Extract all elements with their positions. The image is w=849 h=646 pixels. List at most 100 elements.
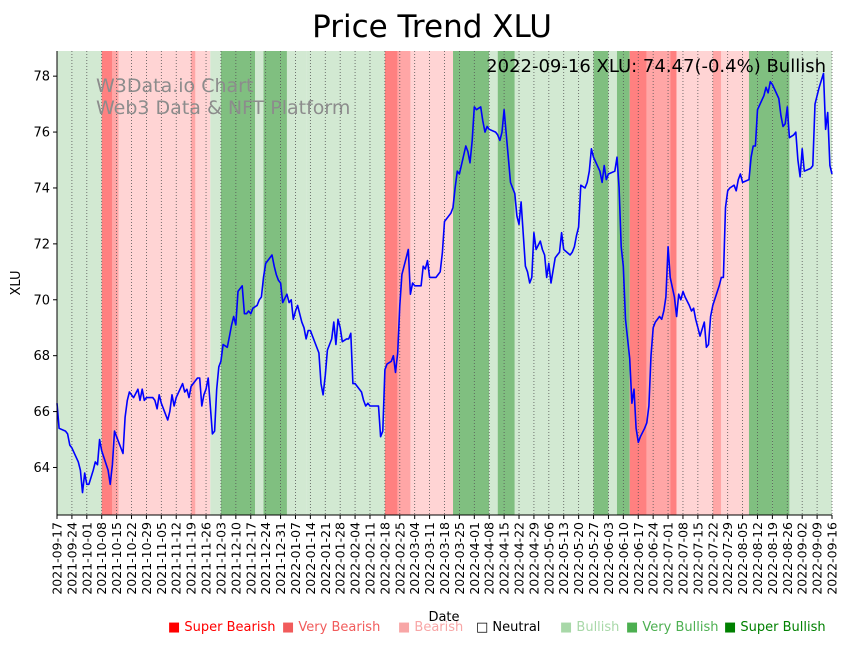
x-tick-label: 2021-11-26 xyxy=(199,522,214,595)
x-tick-label: 2022-07-29 xyxy=(720,522,735,595)
band-bullish xyxy=(210,51,221,515)
x-tick-label: 2021-10-29 xyxy=(139,522,154,595)
x-tick-label: 2022-02-18 xyxy=(377,522,392,595)
watermark-line-1: W3Data.io Chart xyxy=(96,75,253,97)
band-bullish xyxy=(489,51,498,515)
x-tick-label: 2022-06-17 xyxy=(631,522,646,595)
x-tick-label: 2022-03-11 xyxy=(422,522,437,595)
x-tick-label: 2021-10-08 xyxy=(94,522,109,595)
legend-item-super-bearish: ■ Super Bearish xyxy=(168,620,276,635)
price-annotation: 2022-09-16 XLU: 74.47(-0.4%) Bullish xyxy=(486,56,826,77)
chart-title: Price Trend XLU xyxy=(312,9,552,45)
band-very-bullish xyxy=(497,51,515,515)
x-tick-label: 2022-07-22 xyxy=(705,522,720,595)
band-very-bearish xyxy=(646,51,671,515)
band-very-bearish xyxy=(191,51,196,515)
legend-item-bullish: ■ Bullish xyxy=(560,620,620,635)
x-tick-label: 2022-09-16 xyxy=(825,522,840,595)
x-tick-label: 2021-10-01 xyxy=(79,522,94,595)
x-tick-label: 2022-01-28 xyxy=(333,522,348,595)
band-bearish xyxy=(195,51,211,515)
band-very-bearish xyxy=(712,51,722,515)
x-tick-label: 2022-06-10 xyxy=(616,522,631,595)
x-tick-label: 2021-09-24 xyxy=(64,522,79,595)
x-tick-label: 2022-02-04 xyxy=(348,522,363,595)
x-tick-label: 2022-01-07 xyxy=(288,522,303,595)
x-tick-label: 2021-12-31 xyxy=(273,522,288,595)
band-bullish xyxy=(286,51,307,515)
band-super-bearish xyxy=(101,51,113,515)
legend-item-super-bullish: ■ Super Bullish xyxy=(724,620,826,635)
x-tick-label: 2022-02-25 xyxy=(392,522,407,595)
band-very-bearish xyxy=(112,51,119,515)
y-tick-label: 70 xyxy=(33,293,50,308)
x-tick-label: 2021-11-12 xyxy=(169,522,184,595)
x-tick-label: 2022-02-11 xyxy=(362,522,377,595)
band-bullish xyxy=(514,51,594,515)
x-axis-ticks: 2021-09-17 2021-09-24 2021-10-01 2021-10-08… xyxy=(50,515,840,595)
x-tick-label: 2022-08-19 xyxy=(765,522,780,595)
band-bearish xyxy=(118,51,192,515)
band-bearish xyxy=(410,51,454,515)
x-tick-label: 2022-03-25 xyxy=(452,522,467,595)
y-tick-label: 76 xyxy=(33,126,50,141)
band-very-bullish xyxy=(772,51,790,515)
x-tick-label: 2022-05-20 xyxy=(571,522,586,595)
band-very-bearish xyxy=(397,51,411,515)
x-tick-label: 2021-12-17 xyxy=(243,522,258,595)
x-tick-label: 2022-05-27 xyxy=(586,522,601,595)
x-tick-label: 2022-04-08 xyxy=(482,522,497,595)
x-tick-label: 2021-12-24 xyxy=(258,522,273,595)
x-tick-label: 2022-08-12 xyxy=(750,522,765,595)
x-tick-label: 2022-01-14 xyxy=(303,522,318,595)
x-axis-label: Date xyxy=(428,610,459,625)
x-tick-label: 2022-03-18 xyxy=(437,522,452,595)
band-very-bullish xyxy=(220,51,256,515)
x-tick-label: 2021-11-19 xyxy=(184,522,199,595)
price-series xyxy=(56,72,833,494)
x-tick-label: 2022-04-29 xyxy=(526,522,541,595)
x-tick-label: 2022-08-26 xyxy=(780,522,795,595)
x-tick-label: 2022-07-08 xyxy=(675,522,690,595)
price-line xyxy=(56,72,833,494)
x-tick-label: 2022-04-01 xyxy=(467,522,482,595)
legend: ■ Super Bearish ■ Very Bearish ■ Bearish □ … xyxy=(0,620,849,640)
legend-item-very-bullish: ■ Very Bullish xyxy=(626,620,719,635)
band-bearish xyxy=(676,51,713,515)
band-bearish xyxy=(721,51,749,515)
x-tick-label: 2021-09-17 xyxy=(50,522,65,595)
watermark-line-2: Web3 Data & NFT Platform xyxy=(96,97,350,119)
band-bullish xyxy=(306,51,385,515)
x-tick-label: 2021-12-10 xyxy=(228,522,243,595)
x-tick-label: 2021-10-22 xyxy=(124,522,139,595)
y-tick-label: 66 xyxy=(33,405,50,420)
y-tick-label: 72 xyxy=(33,237,50,252)
x-tick-label: 2022-06-24 xyxy=(646,522,661,595)
x-tick-label: 2022-01-21 xyxy=(318,522,333,595)
band-very-bullish xyxy=(593,51,609,515)
x-tick-label: 2022-09-09 xyxy=(810,522,825,595)
y-tick-label: 68 xyxy=(33,349,50,364)
y-axis-ticks: 64 66 68 70 72 74 76 78 xyxy=(33,70,57,476)
band-very-bullish xyxy=(453,51,490,515)
x-tick-label: 2022-09-02 xyxy=(795,522,810,595)
band-very-bullish xyxy=(748,51,773,515)
x-tick-label: 2022-05-06 xyxy=(541,522,556,595)
x-tick-label: 2022-05-13 xyxy=(556,522,571,595)
y-axis-label: XLU xyxy=(9,270,24,295)
legend-item-bearish: ■ Bearish xyxy=(398,620,464,635)
x-tick-label: 2022-03-04 xyxy=(407,522,422,595)
x-tick-label: 2022-08-05 xyxy=(735,522,750,595)
x-tick-label: 2022-07-01 xyxy=(661,522,676,595)
x-tick-label: 2022-07-15 xyxy=(690,522,705,595)
x-tick-label: 2022-04-22 xyxy=(512,522,527,595)
x-tick-label: 2021-11-05 xyxy=(154,522,169,595)
y-tick-label: 78 xyxy=(33,70,50,85)
band-very-bullish xyxy=(263,51,287,515)
band-bullish xyxy=(608,51,617,515)
grid-lines xyxy=(56,51,833,515)
x-tick-label: 2021-12-03 xyxy=(213,522,228,595)
x-tick-label: 2021-10-15 xyxy=(109,522,124,595)
x-tick-label: 2022-04-15 xyxy=(497,522,512,595)
